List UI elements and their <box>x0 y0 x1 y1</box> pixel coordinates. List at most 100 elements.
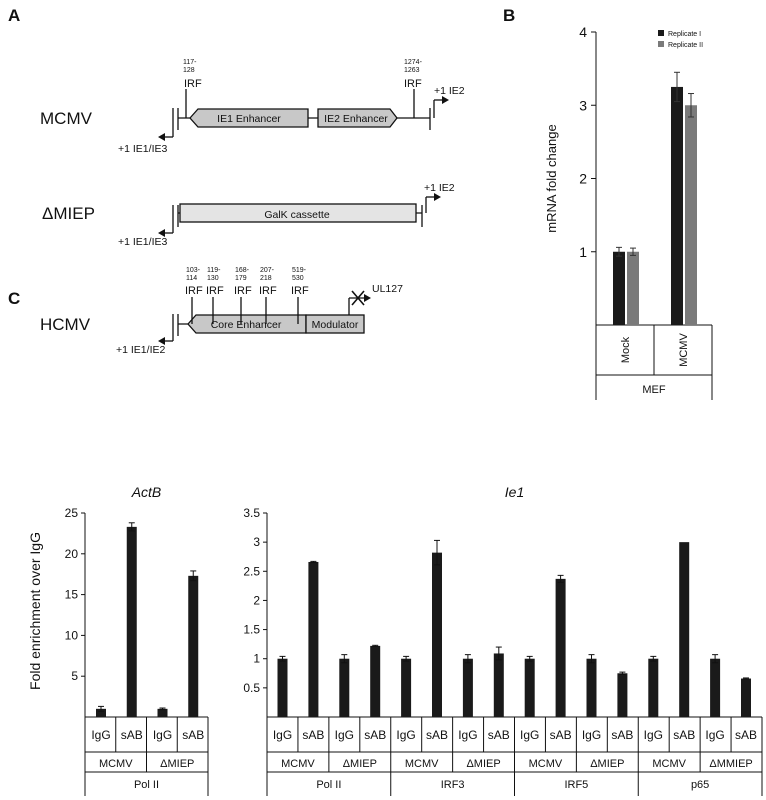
chart-ie1-category-label: IgG <box>273 728 292 742</box>
chart-actb-ytick-label: 10 <box>65 628 79 642</box>
chart-b-legend-swatch <box>658 41 664 47</box>
chart-ie1-category-label: sAB <box>364 728 386 742</box>
chart-ie1-bar <box>679 542 690 717</box>
chart-b-bar <box>627 251 639 325</box>
chart-ie1-bar <box>493 653 504 717</box>
dmiep-tss-right: +1 IE2 <box>424 182 455 194</box>
hcmv-irf-label-4: IRF <box>291 285 309 297</box>
chart-actb-bar <box>188 575 199 717</box>
hcmv-irf-pos-3: 207-218 <box>260 267 275 282</box>
chart-ie1-bar <box>524 658 535 717</box>
chart-ie1-category-label: sAB <box>302 728 324 742</box>
chart-ie1-bar <box>710 658 721 717</box>
chart-ie1-bar <box>370 645 381 717</box>
chart-actb-ytick-label: 15 <box>65 588 79 602</box>
chart-ie1-ytick-label: 2.5 <box>243 564 260 578</box>
chart-ie1-bar <box>617 673 628 717</box>
chart-b-mrna-fold-change: 1 2 3 4 mRNA fold change Mock MCMV MEF Replicate… <box>544 24 713 400</box>
chart-b-legend-swatch <box>658 30 664 36</box>
chart-ie1-bar <box>586 658 597 717</box>
chart-ie1-ytick-label: 3.5 <box>243 506 260 520</box>
chart-actb-antibody-label: Pol II <box>134 779 159 791</box>
hcmv-irf-label-2: IRF <box>234 285 252 297</box>
chart-b-group-label: MEF <box>642 384 666 396</box>
hcmv-irf-pos-1: 119-130 <box>207 267 221 282</box>
chart-ie1-group-label: MCMV <box>281 758 315 770</box>
mcmv-tss-left: +1 IE1/IE3 <box>118 143 167 155</box>
dmiep-tss-left: +1 IE1/IE3 <box>118 236 167 248</box>
chart-ie1-category-label: sAB <box>488 728 510 742</box>
dmiep-label: ΔMIEP <box>42 204 95 223</box>
hcmv-irf-label-1: IRF <box>206 285 224 297</box>
panel-label-a: A <box>8 6 20 25</box>
chart-ie1-bar <box>339 658 350 717</box>
chart-ie1-bar <box>555 578 566 717</box>
chart-ie1-category-label: IgG <box>335 728 354 742</box>
chart-ie1-group-label: MCMV <box>529 758 563 770</box>
chart-ie1-title: Ie1 <box>505 484 524 500</box>
hcmv-tss-right: UL127 <box>372 283 403 295</box>
chart-ie1-category-label: sAB <box>673 728 695 742</box>
chart-ie1-antibody-label: Pol II <box>316 779 341 791</box>
core-enhancer-label: Core Enhancer <box>211 319 282 331</box>
chart-ie1-ytick-label: 1.5 <box>243 623 260 637</box>
chart-ie1-group-label: MCMV <box>652 758 686 770</box>
chart-ie1-category-label: IgG <box>396 728 415 742</box>
chart-actb-title: ActB <box>131 484 162 500</box>
chart-ie1-ytick-label: 3 <box>253 535 260 549</box>
hcmv-irf-label-0: IRF <box>185 285 203 297</box>
hcmv-label: HCMV <box>40 315 91 334</box>
chart-ie1-group-label: MCMV <box>405 758 439 770</box>
chart-actb-ylabel: Fold enrichment over IgG <box>27 532 43 690</box>
chart-ie1-antibody-label: p65 <box>691 779 709 791</box>
chart-ie1-group-label: ΔMMIEP <box>709 758 752 770</box>
chart-actb-category-label: IgG <box>153 728 172 742</box>
chart-ie1-group-label: ΔMIEP <box>343 758 377 770</box>
chart-actb-category-label: sAB <box>121 728 143 742</box>
chart-b-legend-label: Replicate I <box>668 31 701 38</box>
chart-actb-bar <box>157 708 168 717</box>
chart-actb-category-label: sAB <box>182 728 204 742</box>
chart-actb-ytick-label: 5 <box>71 669 78 683</box>
chart-b-category-label: Mock <box>620 336 632 363</box>
hcmv-irf-pos-2: 168-179 <box>235 267 250 282</box>
chart-ie1-bar <box>432 552 442 717</box>
chart-b-ytick-label: 1 <box>579 244 587 260</box>
galk-cassette-label: GalK cassette <box>264 209 330 221</box>
chart-b-bar <box>685 105 697 325</box>
chart-ie1-bar <box>648 658 659 717</box>
chart-ie1-bar <box>741 678 751 717</box>
chart-actb-bar <box>126 526 137 717</box>
chart-ie1-ytick-label: 0.5 <box>243 681 260 695</box>
schematic-hcmv <box>158 290 371 345</box>
chart-actb-group-label: MCMV <box>99 758 133 770</box>
panel-label-b: B <box>503 6 515 25</box>
chart-ie1-category-label: IgG <box>458 728 477 742</box>
chart-ie1-category-label: IgG <box>582 728 601 742</box>
chart-ie1-category-label: sAB <box>611 728 633 742</box>
mcmv-irf-right-pos: 1274-1263 <box>404 59 423 74</box>
chart-actb-ytick-label: 25 <box>65 506 79 520</box>
chart-ie1-antibody-label: IRF5 <box>564 779 588 791</box>
chart-b-ytick-label: 3 <box>579 97 587 113</box>
chart-b-ytick-label: 2 <box>579 171 587 187</box>
modulator-label: Modulator <box>312 319 359 331</box>
hcmv-tss-left: +1 IE1/IE2 <box>116 344 165 356</box>
hcmv-irf-labels: 103-114 IRF 119-130 IRF 168-179 IRF 207-218 IRF… <box>185 267 309 297</box>
chart-b-bar <box>613 251 625 325</box>
mcmv-irf-left-label: IRF <box>184 78 202 90</box>
chart-ie1-category-label: sAB <box>735 728 757 742</box>
chart-ie1-group-label: ΔMIEP <box>590 758 624 770</box>
chart-ie1-category-label: sAB <box>550 728 572 742</box>
chart-actb-group-label: ΔMIEP <box>160 758 194 770</box>
chart-b-bar <box>671 86 683 325</box>
chart-ie1-category-label: IgG <box>644 728 663 742</box>
chart-ie1-antibody-label: IRF3 <box>441 779 465 791</box>
chart-ie1-category-label: IgG <box>520 728 539 742</box>
chart-actb-ytick-label: 20 <box>65 547 79 561</box>
ie1-enhancer-label: IE1 Enhancer <box>217 113 281 125</box>
chart-ie1-ytick-label: 1 <box>253 652 260 666</box>
chart-c-ie1: 0.5 1 1.5 2 2.5 3 3.5 Ie1 IgG sAB IgG sAB IgG sAB IgG s… <box>243 484 763 796</box>
